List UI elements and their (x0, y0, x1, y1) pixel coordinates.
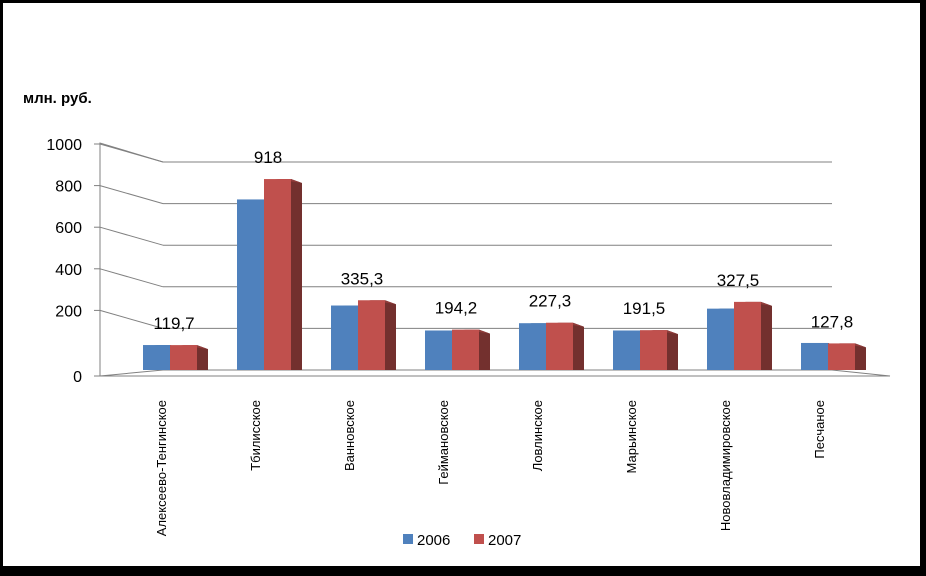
bar-top-2007-6 (734, 301, 772, 306)
data-label: 191,5 (623, 299, 666, 318)
data-label: 119,7 (153, 314, 194, 333)
y-tick-label: 200 (55, 303, 82, 320)
data-label: 918 (254, 148, 282, 167)
x-tick-label: Нововладимировское (718, 400, 733, 531)
data-label: 194,2 (435, 299, 478, 318)
data-label: 335,3 (341, 269, 384, 288)
bar-side-2007-4 (573, 322, 584, 370)
bar-top-2007-1 (264, 179, 302, 184)
x-tick-label: Ловлинское (530, 400, 545, 471)
y-tick-label: 800 (55, 179, 82, 196)
bar-2007-4 (546, 322, 573, 370)
bar-2006-5 (613, 330, 640, 370)
gridline-side (99, 268, 164, 288)
legend-label-2007: 2007 (488, 532, 521, 549)
bar-top-2007-2 (358, 300, 396, 305)
data-label: 127,8 (811, 312, 854, 331)
bar-side-2007-7 (855, 343, 866, 370)
bar-2007-6 (734, 301, 761, 370)
legend-swatch-2007 (474, 534, 484, 544)
gridline-side (99, 185, 164, 205)
floor-left-edge (99, 369, 164, 377)
x-tick-label: Марьинское (624, 400, 639, 473)
gridline-side (99, 143, 164, 163)
bar-side-2007-0 (197, 345, 208, 370)
y-axis-title: млн. руб. (23, 90, 92, 107)
bar-2006-4 (519, 323, 546, 370)
labels-layer: 0 200 400 600 800 1000 119,7 Алексеево-Тенгинск… (46, 137, 853, 536)
gridline-side (99, 309, 164, 329)
bar-2007-2 (358, 300, 385, 370)
bar-side-2007-5 (667, 330, 678, 370)
x-tick-label: Геймановское (436, 400, 451, 485)
bar-top-2007-5 (640, 330, 678, 335)
x-tick-label: Песчаное (812, 400, 827, 459)
floor (100, 369, 891, 377)
data-label: 227,3 (529, 292, 572, 311)
y-tick-label: 600 (55, 220, 82, 237)
bar-top-2007-0 (170, 345, 208, 350)
bar-2006-7 (801, 342, 828, 370)
bar-top-2007-4 (546, 322, 584, 327)
x-tick-label: Ванновское (342, 400, 357, 471)
bar-2006-3 (425, 330, 452, 370)
bar-2007-5 (640, 330, 667, 370)
bars-layer (143, 179, 866, 370)
y-tick-label: 0 (73, 369, 82, 386)
y-tick-label: 1000 (46, 137, 82, 154)
bar-2006-6 (707, 308, 734, 370)
data-label: 327,5 (717, 271, 760, 290)
bar-2007-3 (452, 329, 479, 370)
legend-label-2006: 2006 (417, 532, 450, 549)
y-tick-label: 400 (55, 262, 82, 279)
legend: 2006 2007 (403, 532, 521, 549)
bar-2006-2 (331, 305, 358, 370)
bar-top-2007-7 (828, 343, 866, 348)
bar-2007-7 (828, 343, 855, 370)
chart-background (3, 3, 920, 566)
bar-2007-1 (264, 179, 291, 370)
bar-2007-0 (170, 345, 197, 370)
bar-side-2007-2 (385, 300, 396, 370)
bar-2006-0 (143, 345, 170, 370)
bar-side-2007-6 (761, 301, 772, 370)
bar-side-2007-1 (291, 179, 302, 370)
bar-2006-1 (237, 199, 264, 370)
legend-swatch-2006 (403, 534, 413, 544)
bar-top-2007-3 (452, 329, 490, 334)
bar-side-2007-3 (479, 329, 490, 370)
gridline-side (99, 226, 164, 246)
x-tick-label: Тбилисское (248, 400, 263, 471)
x-tick-label: Алексеево-Тенгинское (154, 400, 169, 536)
